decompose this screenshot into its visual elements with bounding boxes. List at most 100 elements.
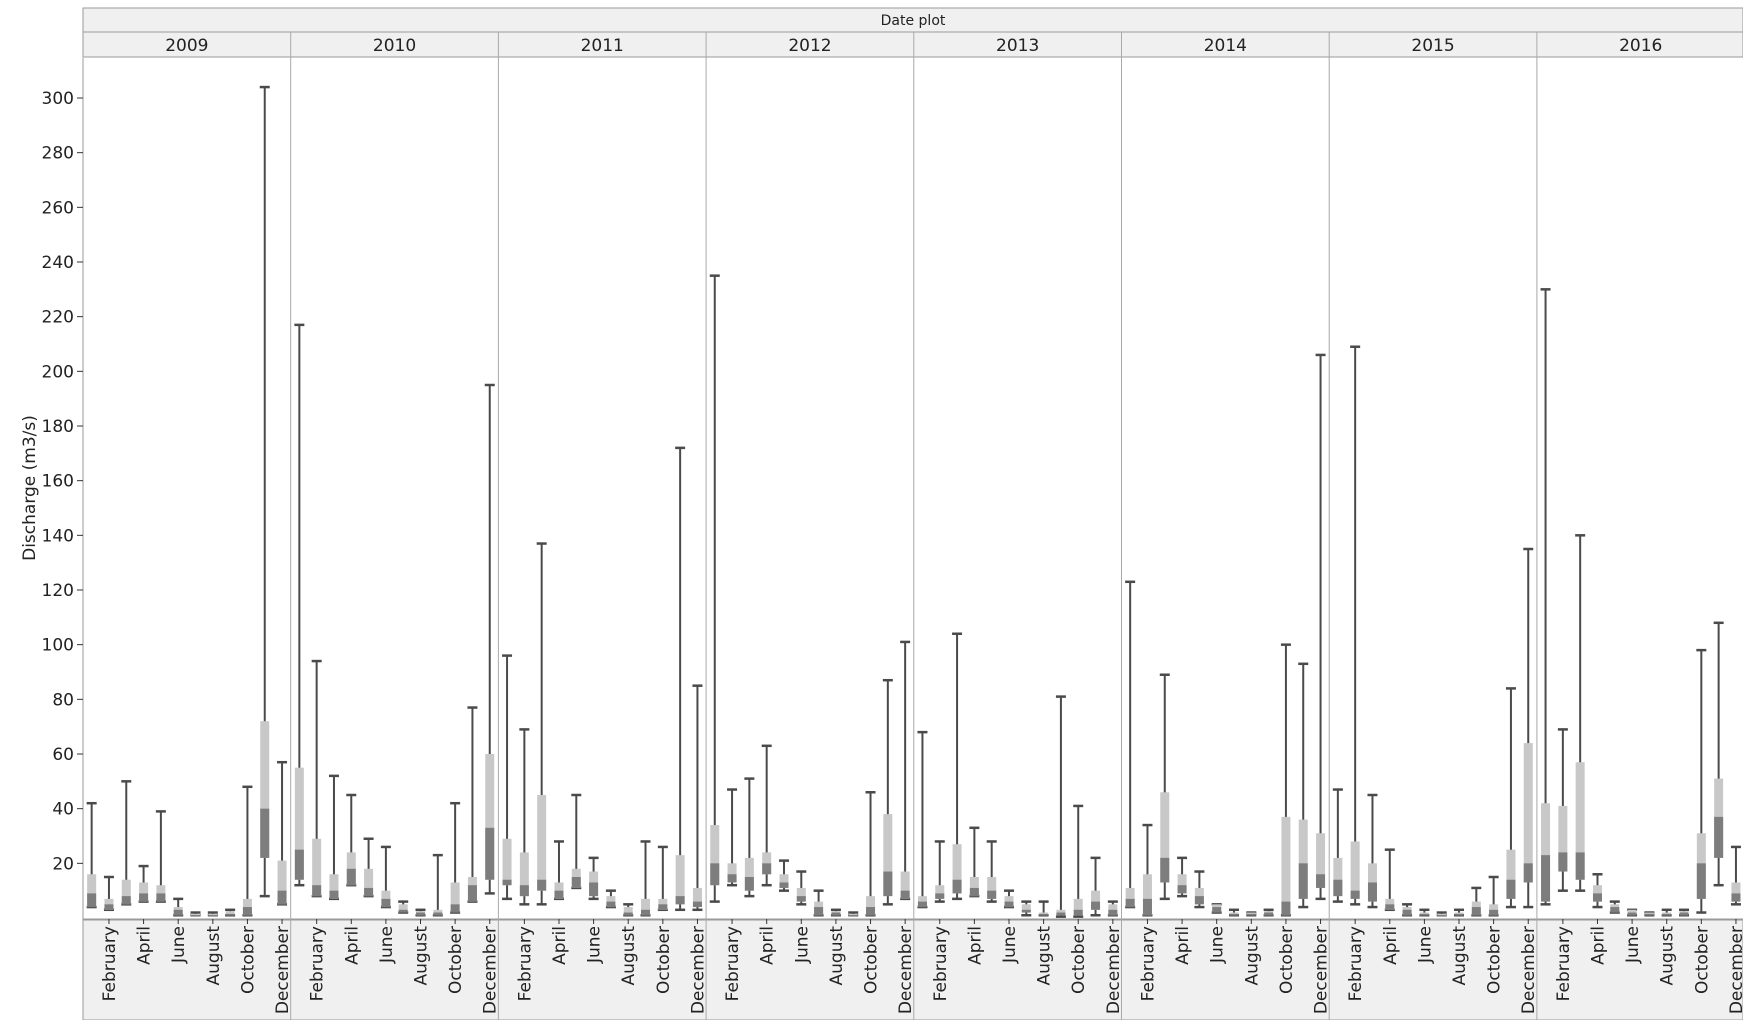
y-tick-label: 200 [42, 362, 74, 382]
box-inner [1350, 890, 1360, 899]
box-inner [312, 885, 322, 897]
x-tick-label: February [1138, 926, 1158, 1001]
box-outer [1731, 882, 1741, 902]
month-box [1523, 547, 1534, 909]
month-box [294, 323, 305, 887]
box-inner [1419, 913, 1429, 916]
box-inner [1142, 898, 1152, 916]
month-box [605, 889, 616, 909]
box-outer [1333, 857, 1343, 897]
box-inner [1731, 893, 1741, 902]
box-inner [1644, 913, 1654, 916]
box-inner [242, 907, 252, 916]
box-outer [744, 857, 754, 891]
month-box [519, 728, 530, 906]
box-inner [1385, 904, 1395, 910]
box-outer [1177, 874, 1187, 894]
panel-year-label: 2010 [373, 36, 416, 56]
box-inner [225, 913, 235, 916]
month-box [1540, 288, 1551, 906]
month-box [432, 853, 443, 917]
box-outer [502, 838, 512, 886]
month-box [1263, 908, 1274, 917]
x-tick-label: June [792, 926, 812, 964]
x-tick-label: April [550, 926, 570, 965]
box-inner [1298, 863, 1308, 899]
box-outer [1073, 898, 1083, 916]
box-outer [1142, 874, 1152, 916]
box-inner [329, 890, 339, 899]
box-inner [727, 874, 737, 883]
box-inner [1073, 909, 1083, 916]
month-box [450, 801, 461, 914]
x-tick-label: October [1069, 926, 1089, 994]
x-tick-label: August [1035, 926, 1055, 986]
month-box [1142, 823, 1153, 917]
month-box [86, 801, 97, 909]
y-tick-label: 260 [42, 198, 74, 218]
x-axis-band [82, 919, 1743, 1021]
x-tick-label: June [1415, 926, 1435, 964]
x-tick-label: December [1312, 926, 1332, 1014]
box-inner [1160, 857, 1170, 883]
month-box [727, 788, 738, 887]
month-box [1367, 793, 1378, 909]
month-box [1730, 845, 1741, 906]
box-outer [1437, 913, 1447, 916]
month-box [952, 632, 963, 901]
y-tick-label: 80 [52, 690, 74, 710]
y-tick-label: 100 [42, 636, 74, 656]
box-outer [866, 896, 876, 916]
x-tick-label: February [1554, 926, 1574, 1001]
box-outer [623, 907, 633, 916]
x-tick-label: April [1588, 926, 1608, 965]
box-outer [1506, 849, 1516, 899]
y-tick-label: 140 [42, 526, 74, 546]
box-inner [1506, 879, 1516, 899]
month-box [623, 903, 634, 917]
month-box [1038, 900, 1049, 917]
box-inner [1367, 882, 1377, 902]
box-inner [623, 912, 633, 916]
box-inner [1402, 909, 1412, 916]
x-tick-label: December [1104, 926, 1124, 1014]
box-outer [969, 877, 979, 897]
box-outer [225, 911, 235, 916]
box-inner [554, 890, 564, 899]
box-outer [191, 913, 201, 916]
x-tick-label: October [654, 926, 674, 994]
x-tick-label: August [204, 926, 224, 986]
box-inner [606, 901, 616, 908]
month-box [121, 780, 132, 906]
y-tick-label: 120 [42, 581, 74, 601]
box-outer [952, 844, 962, 894]
month-box [242, 785, 253, 917]
month-box [588, 856, 599, 901]
month-box [848, 911, 859, 917]
x-tick-label: August [827, 926, 847, 986]
box-inner [1523, 863, 1533, 883]
box-outer [485, 754, 495, 880]
box-inner [1575, 852, 1585, 880]
month-box [917, 730, 928, 909]
month-box [778, 859, 789, 892]
box-inner [1558, 852, 1568, 872]
month-box [1609, 900, 1620, 914]
month-box [363, 837, 374, 898]
month-box [103, 875, 114, 912]
box-inner [1246, 913, 1256, 916]
month-box [1575, 534, 1586, 892]
box-inner [658, 904, 668, 910]
month-box [1557, 728, 1568, 892]
month-box [328, 774, 339, 901]
x-tick-label: August [412, 926, 432, 986]
box-outer [641, 898, 651, 916]
x-tick-label: December [1727, 926, 1743, 1014]
month-box [1211, 903, 1222, 914]
month-box [467, 706, 478, 903]
box-outer [779, 874, 789, 888]
month-box [1315, 353, 1326, 901]
month-box [1090, 856, 1101, 917]
box-inner [917, 901, 927, 908]
x-tick-label: October [1692, 926, 1712, 994]
